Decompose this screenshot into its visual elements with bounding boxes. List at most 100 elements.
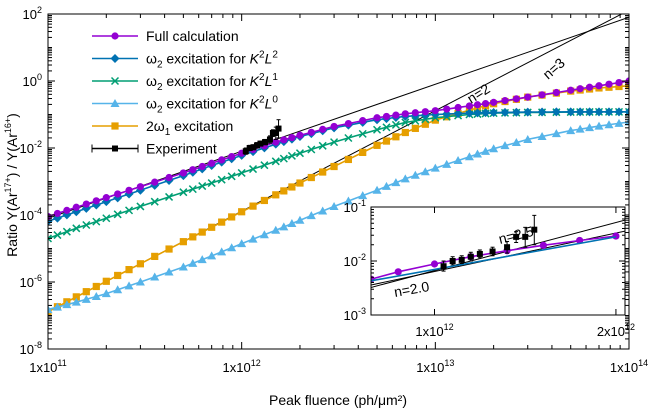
data-point [92,197,100,205]
data-point [135,277,145,286]
data-point [538,91,546,99]
legend-item--2-excitation-for-k2l1: ω2 excitation for K2L1 [92,72,278,93]
data-point [411,116,420,125]
data-point [48,234,53,243]
data-point [411,109,419,117]
data-point [296,131,304,139]
legend-label-part: excitation for [163,96,250,112]
data-point [344,133,353,143]
y-tick-label: 102 [23,5,42,22]
data-point [53,231,62,240]
data-point [237,168,246,177]
data-point [473,108,483,118]
legend-label-sub: 1 [165,127,171,138]
data-point [392,111,400,119]
data-point [272,138,280,146]
data-point [585,83,594,91]
legend-label: Experiment [146,141,217,157]
legend-item-experiment: Experiment [91,141,217,157]
data-point [189,166,197,174]
data-point [330,138,339,147]
data-point [575,124,585,133]
data-point [614,107,624,117]
x-tick-label: 1x1014 [610,358,648,375]
data-point [248,234,258,243]
y-tick-label-exp: 2 [37,5,42,15]
data-point [271,157,280,166]
data-point [198,228,206,236]
inset-data-point [531,226,538,233]
data-point [344,155,352,164]
data-point [615,82,623,91]
legend-item-full-calculation: Full calculation [92,28,239,44]
inset-data-point [430,260,439,268]
data-point [52,302,62,311]
y-axis-title: Ratio Y(Ar17+) / Y(Ar16+) [3,113,20,257]
main-axes: 1x1011 1x1012 1x1013 1x101410-810-610-410-2… [20,5,649,375]
data-point [481,99,490,108]
data-point [71,297,81,306]
data-point [595,82,603,90]
legend-label-part: excitation for [163,51,250,67]
data-point [82,200,90,208]
data-point [421,120,429,128]
data-point [250,144,257,151]
legend-item-2-1-excitation: 2ω1 excitation [92,118,233,138]
data-point [53,209,62,218]
data-point [431,116,439,124]
data-point [266,136,273,143]
legend-label-part: ω [146,73,157,89]
data-point [501,97,509,105]
data-point [228,152,236,161]
legend-label: ω2 excitation for K2L2 [146,50,278,71]
data-point [382,112,391,121]
data-point [318,206,328,215]
data-point [188,185,197,194]
data-point [464,152,474,161]
legend-label-italic: K [250,96,260,112]
legend-label-part: excitation for [163,73,250,89]
y-tick-label-base: 10 [23,7,37,22]
data-point [473,149,483,158]
data-point [381,181,391,190]
series--2-excitation-for-k2l0 [48,117,629,314]
x-tick-label-base: 1x10 [416,360,444,375]
inset-data-point [612,232,620,240]
data-point [179,188,188,197]
data-point [188,258,198,267]
inset-data-point [522,233,529,240]
data-point [237,239,247,248]
data-point [524,93,532,101]
inset-y-tick-label-base: 10 [344,254,358,269]
inset-x-tick-label: 2x1012 [597,322,635,339]
legend-marker [110,76,120,86]
data-point [431,107,439,115]
inset-y-tick-label-exp: -3 [358,306,366,316]
data-point [442,159,452,168]
y-tick-label-base: 10 [20,208,34,223]
data-point [481,146,491,155]
data-point [567,86,575,94]
data-point [551,129,561,138]
data-point [81,294,91,303]
legend-label: ω2 excitation for K2L0 [146,95,278,116]
data-point [92,217,101,226]
data-point [72,224,81,233]
data-point [218,218,226,226]
data-point [295,215,305,224]
data-point [500,141,510,150]
y-axis-title-sup: 17+ [3,177,13,192]
inset-series-line [371,236,617,282]
data-point [604,120,614,129]
data-point [551,107,561,117]
data-point [150,272,160,281]
legend-label-sub: 2 [157,105,163,116]
data-point [113,285,123,294]
inset-data-point [458,256,465,263]
data-point [585,107,595,117]
y-tick-label: 10-2 [20,139,42,156]
legend-label-italic: L [265,96,273,112]
data-point [391,178,401,187]
